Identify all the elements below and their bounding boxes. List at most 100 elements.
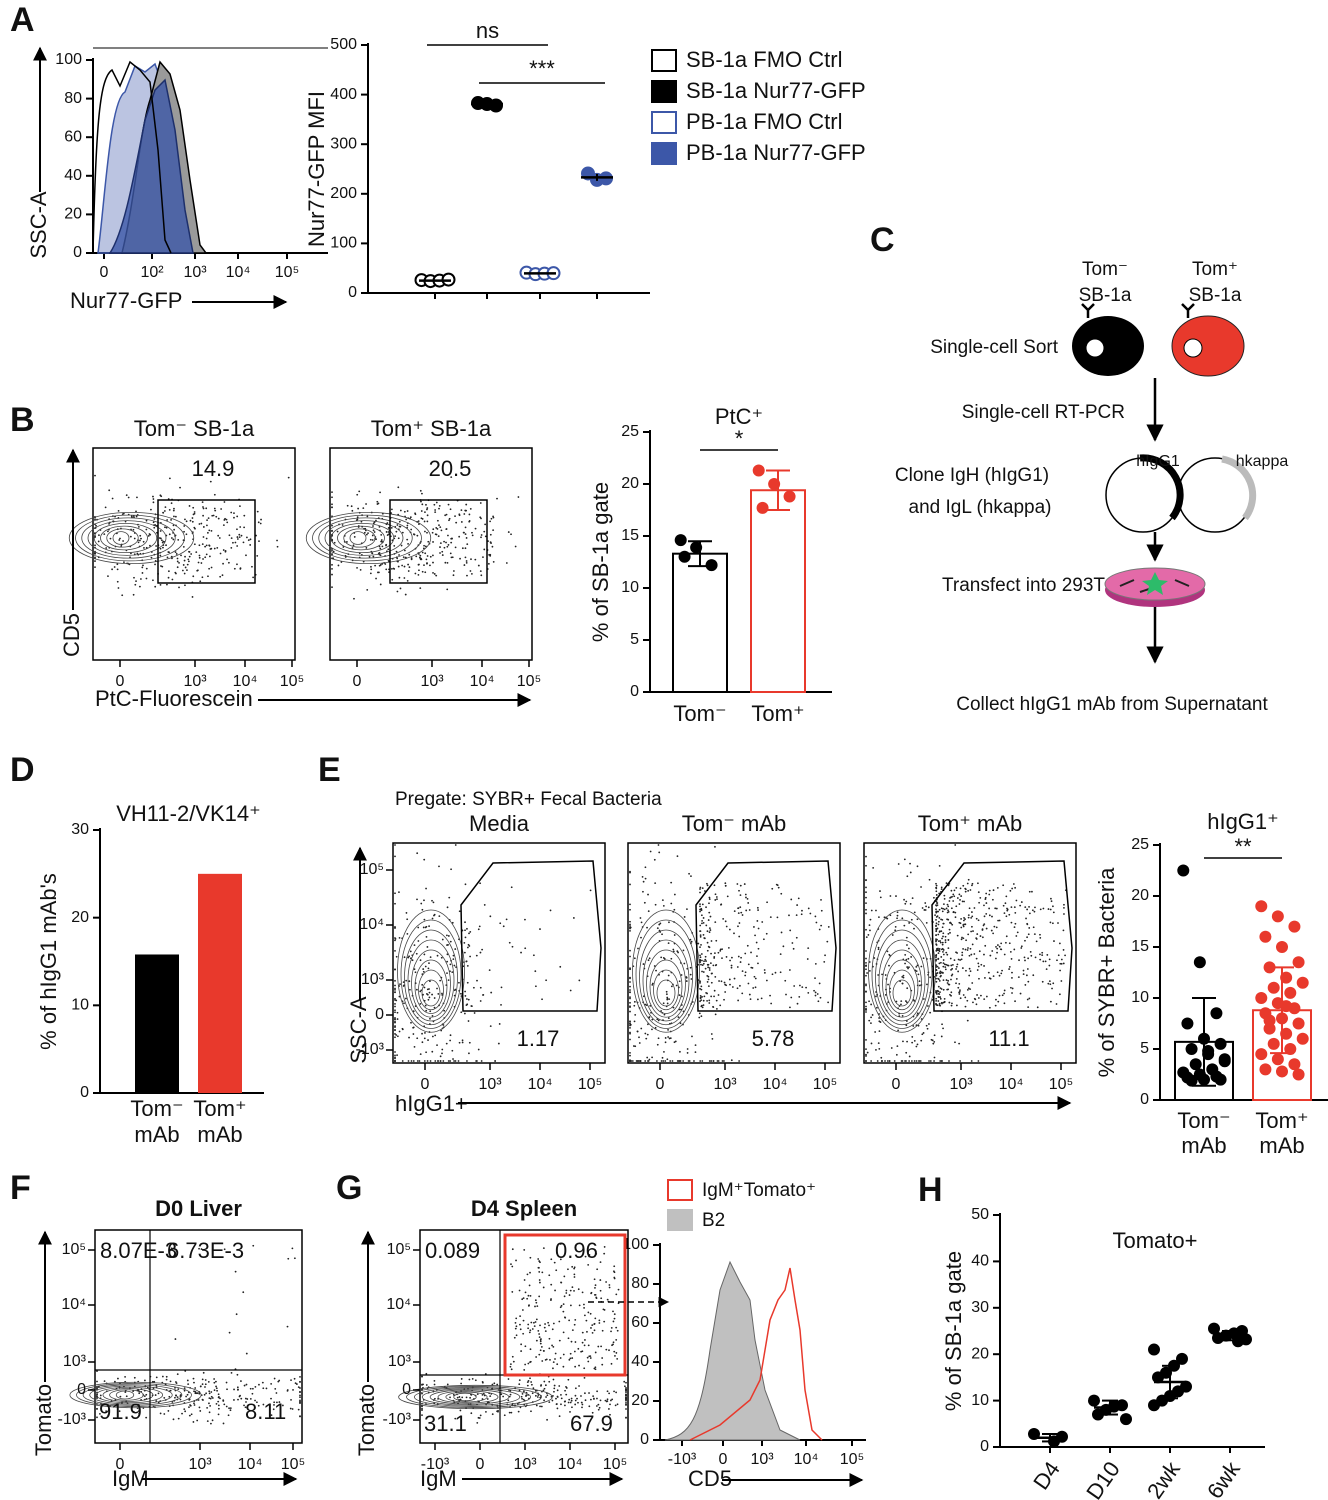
event bbox=[233, 567, 236, 570]
event bbox=[96, 1380, 98, 1383]
event bbox=[448, 519, 450, 522]
event bbox=[166, 556, 169, 559]
event bbox=[865, 855, 867, 858]
event bbox=[870, 1016, 872, 1019]
event bbox=[807, 907, 810, 910]
contour bbox=[411, 949, 451, 1018]
event bbox=[719, 948, 722, 951]
event bbox=[708, 946, 711, 949]
event bbox=[998, 919, 1001, 922]
event bbox=[933, 1060, 935, 1062]
y-tick-label: 60 bbox=[64, 128, 82, 145]
event bbox=[518, 1379, 521, 1382]
event bbox=[601, 1329, 604, 1332]
event bbox=[423, 564, 425, 567]
event bbox=[581, 1341, 584, 1344]
event bbox=[535, 1318, 538, 1321]
legend-swatch bbox=[651, 49, 677, 72]
event bbox=[536, 1396, 539, 1398]
event bbox=[190, 553, 193, 555]
event bbox=[625, 1387, 627, 1389]
event bbox=[985, 912, 988, 915]
event bbox=[939, 997, 942, 1000]
event bbox=[965, 939, 968, 942]
dot bbox=[1255, 900, 1268, 913]
dot bbox=[756, 501, 769, 514]
contour bbox=[87, 520, 167, 556]
event bbox=[233, 512, 235, 514]
event bbox=[215, 1380, 217, 1383]
event bbox=[94, 560, 96, 562]
event bbox=[213, 493, 216, 496]
event bbox=[583, 1344, 586, 1347]
event bbox=[754, 977, 757, 980]
x-tick-label: mAb bbox=[197, 1122, 242, 1147]
event bbox=[181, 569, 184, 572]
event bbox=[441, 992, 443, 995]
event bbox=[372, 555, 375, 558]
event bbox=[593, 1293, 596, 1296]
event bbox=[170, 537, 173, 539]
contour bbox=[93, 522, 158, 554]
dot bbox=[1189, 1058, 1202, 1071]
event bbox=[1011, 887, 1014, 890]
event bbox=[961, 900, 964, 903]
event bbox=[756, 906, 759, 909]
event bbox=[588, 1255, 591, 1258]
event bbox=[594, 1317, 597, 1320]
event bbox=[170, 1247, 173, 1250]
event bbox=[725, 984, 728, 987]
event bbox=[331, 549, 333, 552]
event bbox=[936, 965, 939, 968]
event bbox=[1027, 933, 1030, 936]
event bbox=[707, 919, 710, 921]
step-label: Clone IgH (hIgG1) bbox=[895, 465, 1049, 486]
event bbox=[909, 871, 912, 874]
y-tick-label: 200 bbox=[330, 185, 357, 202]
event bbox=[547, 1321, 550, 1324]
event bbox=[629, 989, 631, 991]
event bbox=[447, 979, 450, 982]
y-tick-label: 25 bbox=[621, 423, 639, 440]
event bbox=[638, 1042, 641, 1044]
event bbox=[510, 533, 512, 536]
event bbox=[967, 889, 970, 892]
event bbox=[814, 991, 817, 994]
event bbox=[943, 997, 946, 1000]
contour bbox=[413, 1387, 532, 1407]
event bbox=[491, 545, 494, 548]
event bbox=[212, 514, 215, 517]
event bbox=[226, 521, 229, 524]
event bbox=[159, 547, 162, 550]
event bbox=[596, 1397, 598, 1400]
event bbox=[642, 890, 644, 893]
event bbox=[331, 491, 333, 494]
event bbox=[108, 489, 111, 492]
event bbox=[599, 1289, 602, 1292]
event bbox=[706, 974, 709, 977]
event bbox=[439, 546, 441, 548]
x-tick-label: D10 bbox=[1081, 1457, 1125, 1500]
event bbox=[188, 505, 191, 507]
event bbox=[384, 563, 387, 565]
event bbox=[95, 524, 97, 527]
event bbox=[690, 940, 693, 943]
event bbox=[969, 970, 972, 973]
event bbox=[595, 1296, 598, 1299]
event bbox=[352, 544, 355, 547]
event bbox=[699, 935, 702, 938]
event bbox=[408, 566, 411, 569]
event bbox=[615, 1352, 618, 1354]
event bbox=[387, 548, 390, 551]
event bbox=[198, 554, 201, 557]
event bbox=[560, 1397, 563, 1400]
event bbox=[213, 507, 216, 510]
gate-percentage: 1.17 bbox=[517, 1026, 560, 1051]
event bbox=[918, 980, 921, 983]
event bbox=[230, 511, 233, 514]
event bbox=[196, 1419, 199, 1422]
y-tick-label: 0 bbox=[1140, 1091, 1149, 1108]
dot bbox=[1092, 1408, 1104, 1421]
event bbox=[427, 1039, 429, 1041]
event bbox=[176, 566, 179, 569]
